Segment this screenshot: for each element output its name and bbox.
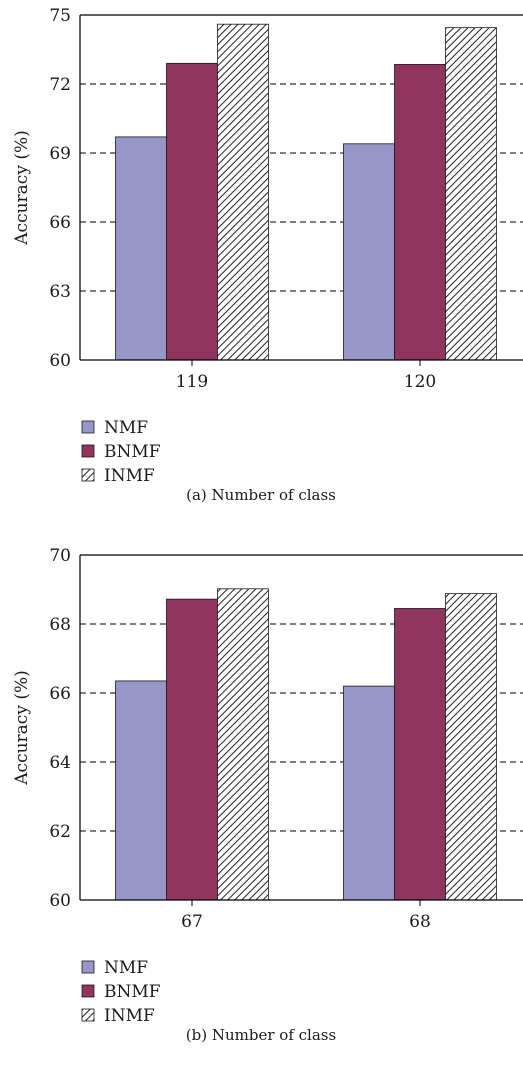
y-tick-label: 64 (49, 753, 71, 773)
y-tick-label: 60 (49, 891, 71, 911)
legend-label-inmf: INMF (104, 466, 155, 486)
chart-b-svg: 67 68 60 62 64 66 68 70 Accuracy (%) NMF BNMF INMF (… (12, 546, 523, 1044)
bar-nmf-120 (343, 143, 395, 361)
chart-panel-b: 67 68 60 62 64 66 68 70 Accuracy (%) NMF BNMF INMF (… (0, 540, 523, 1080)
y-axis-title: Accuracy (%) (12, 130, 32, 245)
bar-inmf-120 (445, 27, 497, 361)
legend-swatch-inmf (81, 468, 95, 482)
y-tick-label: 68 (49, 615, 71, 635)
bar-bnmf-119 (166, 62, 218, 361)
legend-label-nmf: NMF (104, 958, 148, 978)
legend-swatch-nmf (81, 420, 95, 434)
bar-bnmf-68 (394, 608, 446, 901)
bar-inmf-119 (217, 23, 269, 361)
chart-caption: (b) Number of class (186, 1026, 336, 1044)
bar-nmf-119 (115, 136, 167, 361)
chart-a-svg: 119 120 60 63 66 69 72 75 Accuracy (%) NMF BNMF INM… (12, 6, 523, 504)
legend-swatch-inmf (81, 1008, 95, 1022)
bar-bnmf-120 (394, 64, 446, 361)
bar-nmf-68 (343, 685, 395, 901)
x-tick-label: 67 (181, 912, 203, 932)
y-tick-label: 69 (49, 144, 71, 164)
bar-bnmf-67 (166, 598, 218, 901)
y-tick-label: 66 (49, 684, 71, 704)
y-tick-label: 66 (49, 213, 71, 233)
x-tick-label: 119 (176, 372, 208, 392)
legend-swatch-bnmf (81, 444, 95, 458)
chart-caption: (a) Number of class (186, 486, 336, 504)
x-tick-label: 68 (409, 912, 431, 932)
bar-nmf-67 (115, 680, 167, 901)
y-tick-label: 63 (49, 282, 71, 302)
legend-label-bnmf: BNMF (104, 982, 161, 1002)
legend-label-inmf: INMF (104, 1006, 155, 1026)
bar-inmf-67 (217, 588, 269, 901)
y-tick-label: 72 (49, 75, 71, 95)
legend-label-nmf: NMF (104, 418, 148, 438)
y-tick-label: 60 (49, 351, 71, 371)
y-tick-label: 75 (49, 6, 71, 26)
y-tick-label: 70 (49, 546, 71, 566)
y-axis-title: Accuracy (%) (12, 670, 32, 785)
x-tick-label: 120 (404, 372, 436, 392)
chart-panel-a: 119 120 60 63 66 69 72 75 Accuracy (%) NMF BNMF INM… (12, 6, 523, 504)
bar-inmf-68 (445, 593, 497, 901)
legend-label-bnmf: BNMF (104, 442, 161, 462)
y-tick-label: 62 (49, 822, 71, 842)
legend-swatch-nmf (81, 960, 95, 974)
legend-swatch-bnmf (81, 984, 95, 998)
